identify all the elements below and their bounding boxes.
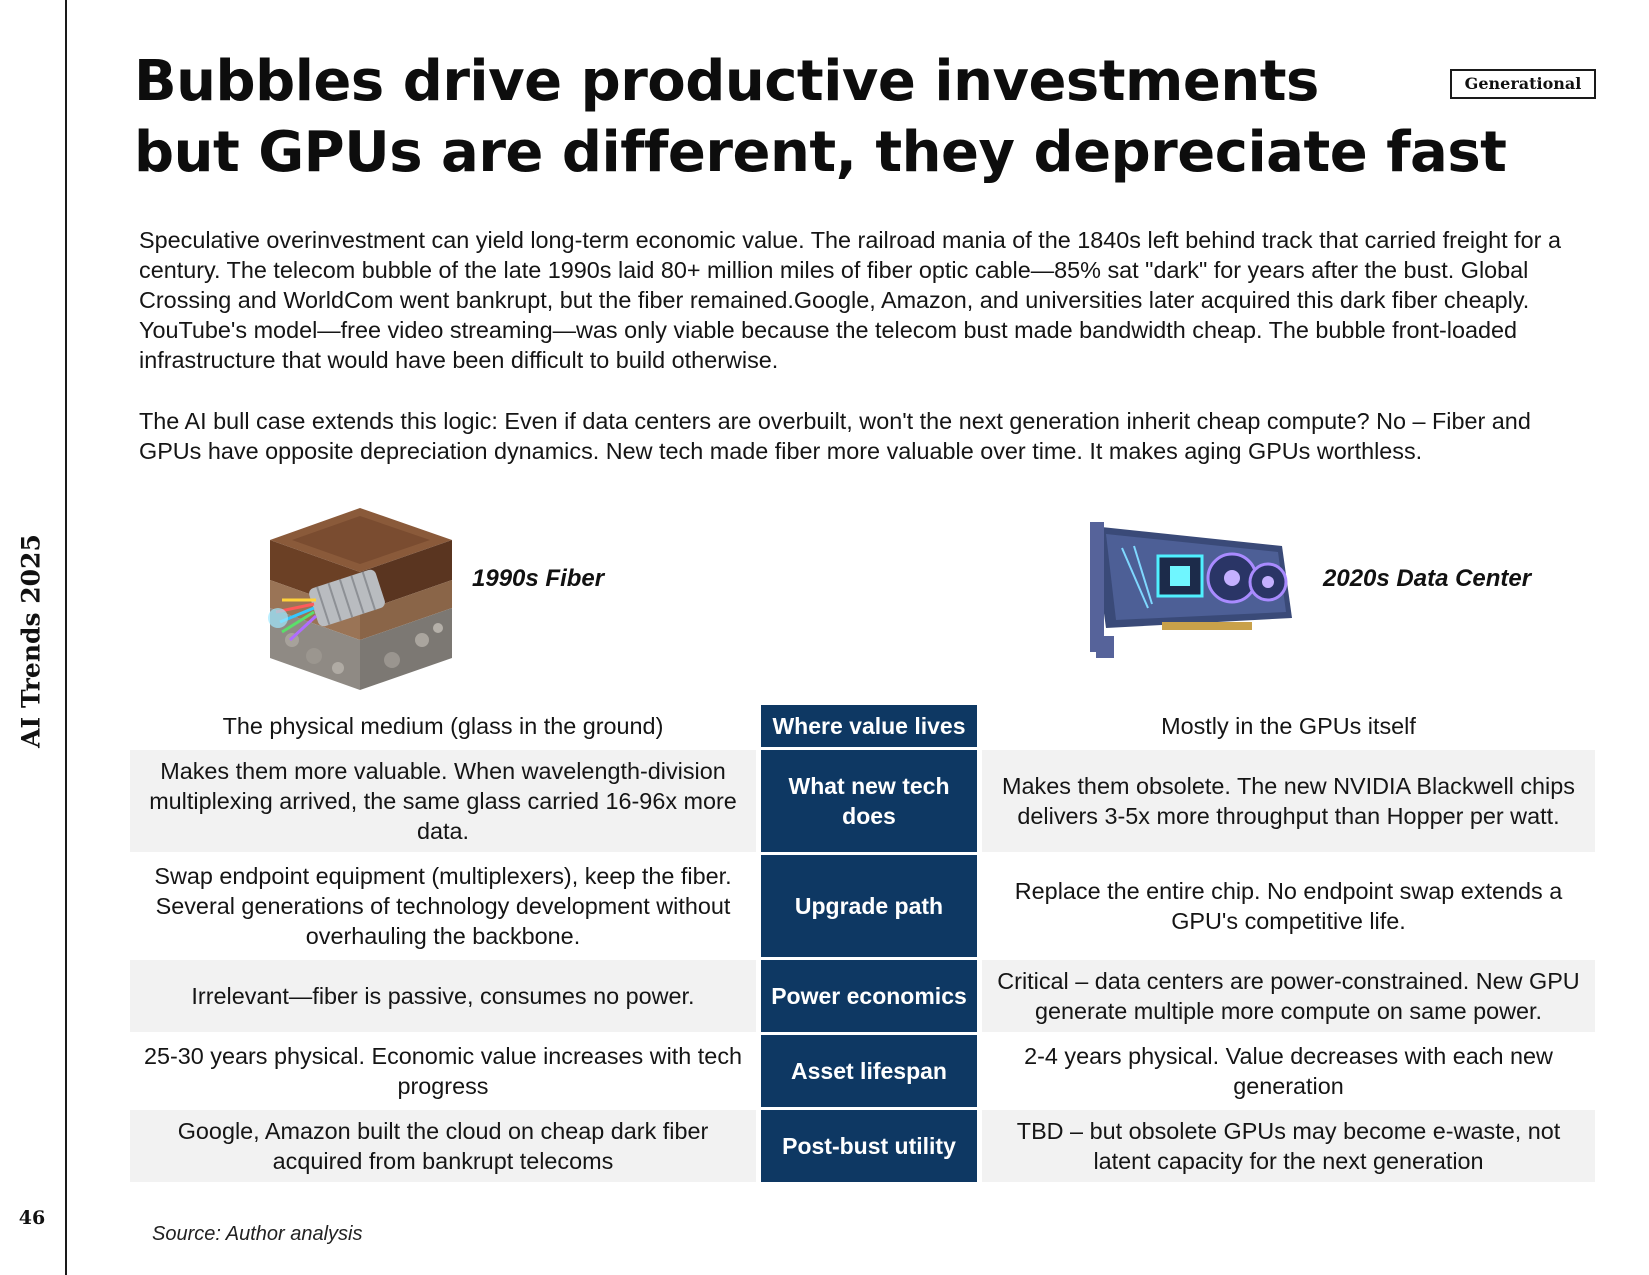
fiber-cell: Google, Amazon built the cloud on cheap … [130,1110,756,1182]
intro-paragraph: Speculative overinvestment can yield lon… [139,227,1561,373]
row-label-cell: Where value lives [756,705,982,747]
fiber-cell: Makes them more valuable. When wavelengt… [130,750,756,852]
row-label-cell: Asset lifespan [756,1035,982,1107]
page-title: Bubbles drive productive investments but… [134,46,1534,188]
section-tag: Generational [1450,69,1596,99]
page-number: 46 [18,1207,46,1229]
gpu-cell: Makes them obsolete. The new NVIDIA Blac… [982,750,1595,852]
gpu-card-icon [1082,508,1302,668]
fiber-cable-ground-icon [252,500,462,700]
fiber-cell: Swap endpoint equipment (multiplexers), … [154,863,732,949]
comparison-table: The physical medium (glass in the ground… [130,702,1595,1185]
gpu-cell: Critical – data centers are power-constr… [982,960,1595,1032]
source-note: Source: Author analysis [152,1223,363,1245]
report-name: AI Trends 2025 [16,534,46,748]
table-row: Swap endpoint equipment (multiplexers), … [130,855,1595,957]
title-line-1: Bubbles drive productive investments [134,49,1319,114]
row-label-cell: What new tech does [756,750,982,852]
fiber-label: 1990s Fiber [472,565,605,592]
title-line-2: but GPUs are different, they depreciate … [134,120,1507,185]
side-divider [65,0,67,1275]
gpu-cell: TBD – but obsolete GPUs may become e-was… [982,1110,1595,1182]
fiber-cell: The physical medium (glass in the ground… [222,713,664,739]
table-row: Google, Amazon built the cloud on cheap … [130,1110,1595,1182]
table-row: Irrelevant—fiber is passive, consumes no… [130,960,1595,1032]
argument-paragraph: The AI bull case extends this logic: Eve… [139,408,1531,464]
row-label-cell: Post-bust utility [756,1110,982,1182]
gpu-cell: Replace the entire chip. No endpoint swa… [1014,878,1563,934]
row-label-cell: Upgrade path [756,855,982,957]
gpu-cell: 2-4 years physical. Value decreases with… [1024,1043,1553,1099]
fiber-cell: 25-30 years physical. Economic value inc… [143,1043,743,1099]
fiber-cell: Irrelevant—fiber is passive, consumes no… [130,960,756,1032]
table-row: 25-30 years physical. Economic value inc… [130,1035,1595,1107]
table-row: Makes them more valuable. When wavelengt… [130,750,1595,852]
gpu-cell: Mostly in the GPUs itself [1161,713,1416,739]
row-label-cell: Power economics [756,960,982,1032]
data-center-label: 2020s Data Center [1323,565,1532,592]
table-row: The physical medium (glass in the ground… [130,705,1595,747]
